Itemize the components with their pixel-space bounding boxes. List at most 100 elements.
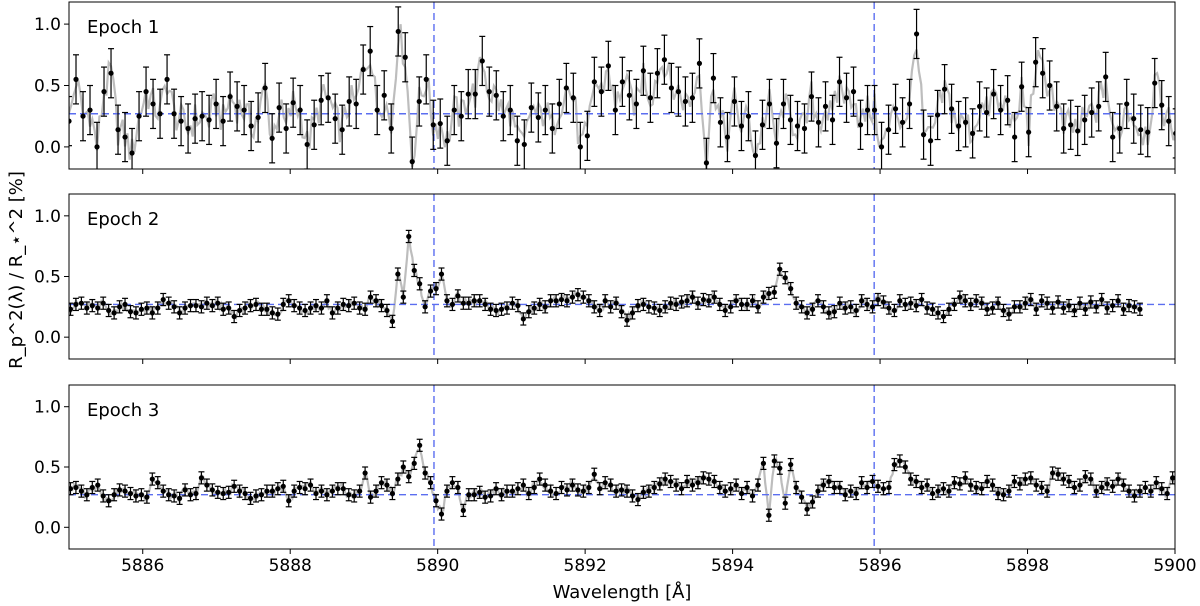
- point-marker: [460, 507, 466, 514]
- data-point: [1095, 81, 1102, 132]
- data-point: [247, 298, 254, 313]
- data-point: [843, 72, 850, 123]
- data-point: [945, 302, 952, 316]
- point-marker: [733, 482, 739, 488]
- point-marker: [1082, 306, 1088, 312]
- data-point: [1011, 300, 1018, 314]
- data-point: [629, 489, 636, 503]
- data-point: [83, 301, 90, 315]
- point-marker: [520, 316, 526, 322]
- point-marker: [155, 305, 161, 311]
- data-point: [584, 110, 591, 162]
- point-marker: [799, 304, 805, 310]
- data-point: [689, 72, 696, 123]
- data-point: [307, 301, 314, 315]
- data-point: [941, 64, 948, 115]
- point-marker: [248, 123, 254, 129]
- point-marker: [706, 298, 712, 304]
- point-marker: [264, 306, 270, 312]
- point-marker: [332, 116, 338, 122]
- data-point: [416, 438, 423, 452]
- point-marker: [635, 303, 641, 309]
- data-point: [182, 301, 189, 315]
- data-point: [580, 290, 587, 304]
- point-marker: [493, 307, 499, 314]
- data-point: [1081, 94, 1088, 146]
- data-point: [574, 288, 581, 302]
- point-marker: [160, 488, 166, 494]
- data-point: [705, 472, 712, 486]
- data-point: [607, 300, 614, 314]
- data-point: [248, 100, 255, 152]
- point-marker: [498, 492, 505, 498]
- data-point: [285, 294, 292, 308]
- point-marker: [1006, 311, 1012, 317]
- data-point: [1082, 470, 1089, 484]
- point-marker: [815, 298, 821, 304]
- point-marker: [127, 309, 134, 315]
- point-marker: [318, 305, 325, 311]
- point-marker: [143, 89, 149, 95]
- point-marker: [662, 304, 668, 310]
- point-marker: [564, 487, 570, 493]
- point-marker: [647, 95, 653, 101]
- data-point: [182, 483, 189, 497]
- data-point: [340, 482, 347, 496]
- point-marker: [351, 493, 357, 499]
- point-marker: [946, 306, 952, 312]
- data-point: [313, 298, 320, 313]
- data-point: [149, 472, 156, 486]
- data-point: [624, 484, 631, 498]
- data-point: [1005, 307, 1012, 321]
- point-marker: [1117, 125, 1123, 132]
- data-point: [1151, 57, 1158, 109]
- point-marker: [73, 301, 79, 308]
- data-point: [651, 480, 658, 495]
- data-point: [995, 296, 1002, 310]
- point-marker: [227, 93, 233, 100]
- point-marker: [1115, 298, 1121, 304]
- data-point: [847, 484, 854, 498]
- data-point: [458, 91, 465, 142]
- point-marker: [869, 478, 876, 485]
- data-point: [787, 94, 794, 146]
- point-marker: [488, 306, 494, 312]
- point-marker: [1022, 300, 1028, 306]
- point-marker: [891, 307, 897, 314]
- data-point: [885, 104, 892, 155]
- data-point: [160, 484, 167, 498]
- data-point: [640, 485, 647, 499]
- data-point: [69, 302, 74, 316]
- point-marker: [318, 488, 325, 494]
- point-marker: [307, 305, 314, 311]
- data-point: [89, 480, 96, 495]
- data-point: [263, 484, 270, 498]
- point-marker: [804, 506, 810, 512]
- data-point: [1187, 97, 1193, 146]
- point-marker: [1011, 478, 1018, 485]
- data-point: [209, 483, 216, 497]
- data-point: [192, 93, 199, 144]
- point-marker: [913, 478, 919, 485]
- data-point: [323, 488, 330, 502]
- point-marker: [1028, 296, 1034, 303]
- data-point: [1038, 480, 1045, 495]
- data-point: [634, 492, 641, 507]
- point-marker: [286, 298, 292, 304]
- point-marker: [580, 488, 586, 494]
- data-point: [460, 296, 467, 310]
- data-point: [297, 84, 304, 136]
- data-point: [989, 301, 996, 315]
- data-point: [951, 297, 958, 312]
- data-point: [220, 486, 227, 501]
- point-marker: [951, 480, 957, 486]
- data-point: [983, 87, 990, 138]
- data-point: [500, 91, 507, 142]
- point-marker: [542, 304, 548, 310]
- data-point: [836, 296, 843, 310]
- data-point: [1033, 478, 1040, 492]
- data-point: [934, 89, 941, 141]
- point-marker: [1173, 130, 1175, 136]
- point-marker: [1026, 129, 1032, 135]
- data-point: [127, 486, 134, 501]
